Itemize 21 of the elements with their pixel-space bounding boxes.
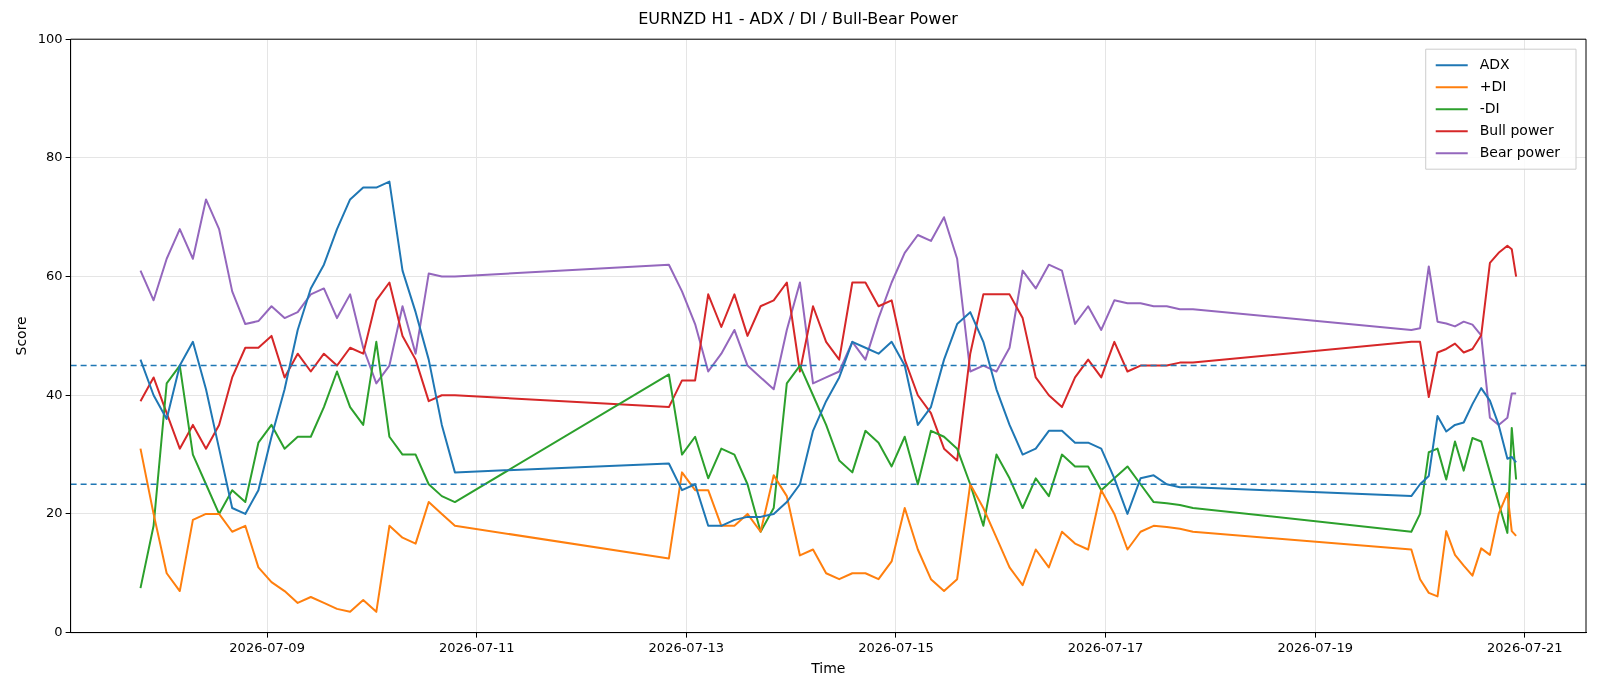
legend-label: ADX bbox=[1479, 55, 1511, 72]
x-tick-label: 2026-07-17 bbox=[1067, 639, 1144, 655]
x-tick-label: 2026-07-15 bbox=[858, 639, 934, 655]
x-tick-label: 2026-07-13 bbox=[648, 639, 725, 655]
legend-label: Bear power bbox=[1479, 143, 1561, 160]
x-tick-label: 2026-07-21 bbox=[1487, 639, 1563, 655]
x-axis-title: Time bbox=[810, 660, 846, 677]
y-tick-label: 0 bbox=[54, 623, 63, 639]
legend-label: Bull power bbox=[1479, 121, 1554, 138]
y-tick-label: 20 bbox=[46, 505, 63, 521]
legend-label: -DI bbox=[1479, 99, 1500, 116]
chart-title: EURNZD H1 - ADX / DI / Bull-Bear Power bbox=[638, 8, 959, 28]
y-tick-label: 100 bbox=[37, 30, 63, 46]
x-tick-label: 2026-07-19 bbox=[1277, 639, 1354, 655]
y-tick-label: 40 bbox=[46, 386, 63, 402]
y-tick-label: 60 bbox=[46, 267, 63, 283]
y-axis-title: Score bbox=[13, 316, 30, 356]
x-tick-label: 2026-07-09 bbox=[229, 639, 305, 655]
x-tick-label: 2026-07-11 bbox=[438, 639, 515, 655]
y-tick-label: 80 bbox=[46, 149, 63, 165]
legend-label: +DI bbox=[1479, 77, 1507, 94]
